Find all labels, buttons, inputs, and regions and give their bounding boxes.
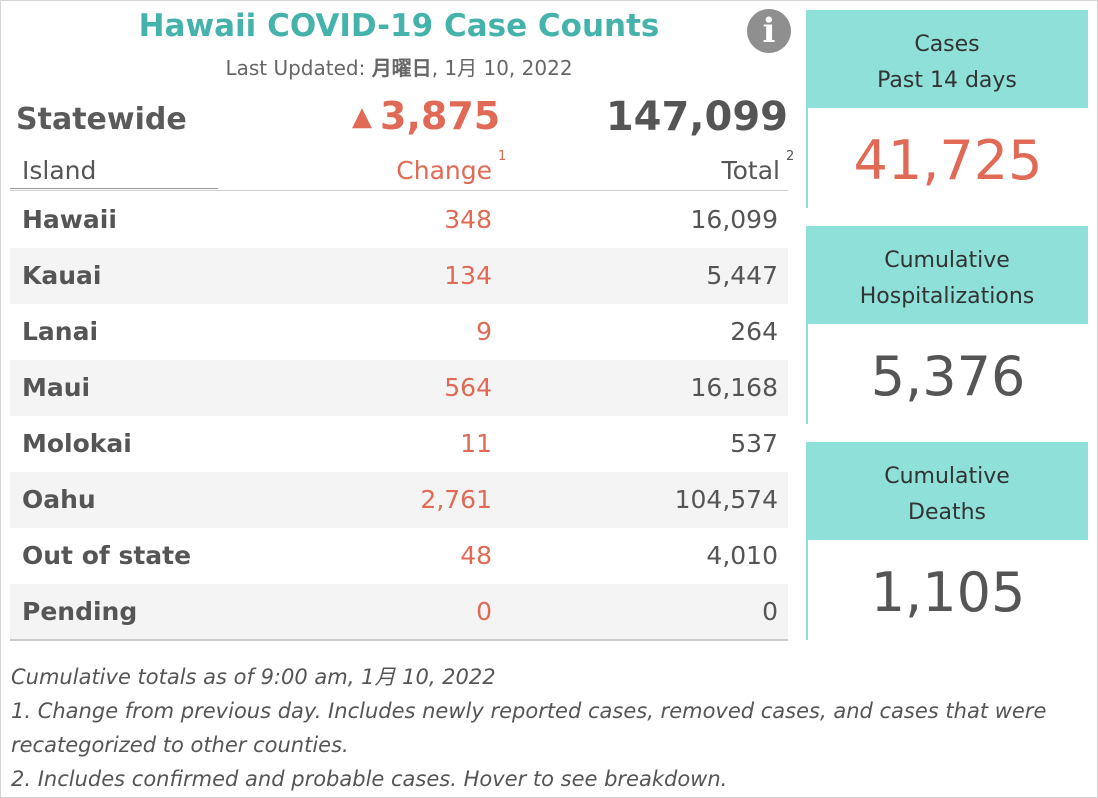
island-name: Out of state bbox=[22, 541, 192, 570]
card-label-line-2: Hospitalizations bbox=[859, 284, 1035, 309]
card-label-line-1: Cases bbox=[914, 32, 980, 57]
hospitalizations-card[interactable]: Cumulative Hospitalizations 5,376 bbox=[806, 226, 1088, 424]
statewide-change[interactable]: ▲ 3,875 bbox=[352, 94, 500, 138]
island-change: 0 bbox=[476, 597, 492, 626]
island-name: Kauai bbox=[22, 261, 102, 290]
island-total: 537 bbox=[730, 429, 778, 458]
total-footnote-marker: 2 bbox=[786, 149, 795, 164]
last-updated-prefix: Last Updated: bbox=[225, 56, 372, 80]
table-row[interactable]: Pending 0 0 bbox=[10, 584, 788, 640]
table-row[interactable]: Lanai 9 264 bbox=[10, 304, 788, 360]
island-name: Molokai bbox=[22, 429, 132, 458]
island-change: 564 bbox=[444, 373, 492, 402]
table-row[interactable]: Out of state 48 4,010 bbox=[10, 528, 788, 584]
table-bottom-divider bbox=[10, 639, 788, 641]
island-change: 2,761 bbox=[420, 485, 492, 514]
island-change: 348 bbox=[444, 205, 492, 234]
island-name: Maui bbox=[22, 373, 91, 402]
card-body: 1,105 bbox=[806, 540, 1088, 640]
island-name: Oahu bbox=[22, 485, 96, 514]
table-row[interactable]: Molokai 11 537 bbox=[10, 416, 788, 472]
column-header-total: Total bbox=[721, 156, 780, 185]
table-row[interactable]: Oahu 2,761 104,574 bbox=[10, 472, 788, 528]
footnote-cumulative: Cumulative totals as of 9:00 am, 1月 10, … bbox=[11, 665, 496, 689]
island-total: 104,574 bbox=[674, 485, 778, 514]
deaths-value: 1,105 bbox=[870, 561, 1026, 624]
last-updated-date: , 1月 10, 2022 bbox=[431, 56, 573, 80]
card-header: Cases Past 14 days bbox=[806, 10, 1088, 108]
card-label-line-1: Cumulative bbox=[884, 464, 1010, 489]
table-row[interactable]: Hawaii 348 16,099 bbox=[10, 192, 788, 248]
card-body: 41,725 bbox=[806, 108, 1088, 208]
card-label-line-2: Past 14 days bbox=[877, 68, 1017, 93]
statewide-change-value: 3,875 bbox=[380, 94, 501, 138]
island-change: 11 bbox=[460, 429, 492, 458]
column-header-island: Island bbox=[22, 156, 97, 185]
island-name: Lanai bbox=[22, 317, 99, 346]
card-label-line-2: Deaths bbox=[908, 500, 986, 525]
card-header: Cumulative Deaths bbox=[806, 442, 1088, 540]
info-icon[interactable]: i bbox=[747, 9, 791, 53]
change-footnote-marker: 1 bbox=[498, 149, 507, 164]
island-header-underline bbox=[10, 188, 218, 189]
footnote-1: 1. Change from previous day. Includes ne… bbox=[11, 699, 1047, 757]
cases-14-days-value: 41,725 bbox=[853, 129, 1043, 192]
table-top-divider bbox=[10, 190, 788, 191]
island-change: 9 bbox=[476, 317, 492, 346]
statewide-total[interactable]: 147,099 bbox=[605, 94, 788, 140]
island-total: 16,099 bbox=[690, 205, 778, 234]
island-table: Hawaii 348 16,099 Kauai 134 5,447 Lanai … bbox=[10, 192, 788, 640]
island-change: 134 bbox=[444, 261, 492, 290]
card-header: Cumulative Hospitalizations bbox=[806, 226, 1088, 324]
cases-14-days-card[interactable]: Cases Past 14 days 41,725 bbox=[806, 10, 1088, 208]
page-title: Hawaii COVID-19 Case Counts bbox=[138, 8, 660, 44]
island-total: 5,447 bbox=[706, 261, 778, 290]
island-change: 48 bbox=[460, 541, 492, 570]
island-total: 264 bbox=[730, 317, 778, 346]
statewide-label: Statewide bbox=[16, 102, 187, 137]
last-updated: Last Updated: 月曜日, 1月 10, 2022 bbox=[0, 52, 798, 81]
table-row[interactable]: Maui 564 16,168 bbox=[10, 360, 788, 416]
last-updated-day: 月曜日 bbox=[371, 56, 432, 80]
card-body: 5,376 bbox=[806, 324, 1088, 424]
island-total: 0 bbox=[762, 597, 778, 626]
up-triangle-icon: ▲ bbox=[352, 102, 372, 132]
card-label-line-1: Cumulative bbox=[884, 248, 1010, 273]
footnote-2: 2. Includes confirmed and probable cases… bbox=[11, 767, 728, 791]
island-name: Hawaii bbox=[22, 205, 117, 234]
footnotes: Cumulative totals as of 9:00 am, 1月 10, … bbox=[11, 660, 1091, 796]
island-total: 4,010 bbox=[706, 541, 778, 570]
deaths-card[interactable]: Cumulative Deaths 1,105 bbox=[806, 442, 1088, 640]
island-name: Pending bbox=[22, 597, 138, 626]
column-header-change: Change bbox=[396, 156, 492, 185]
table-row[interactable]: Kauai 134 5,447 bbox=[10, 248, 788, 304]
hospitalizations-value: 5,376 bbox=[870, 345, 1026, 408]
island-total: 16,168 bbox=[690, 373, 778, 402]
